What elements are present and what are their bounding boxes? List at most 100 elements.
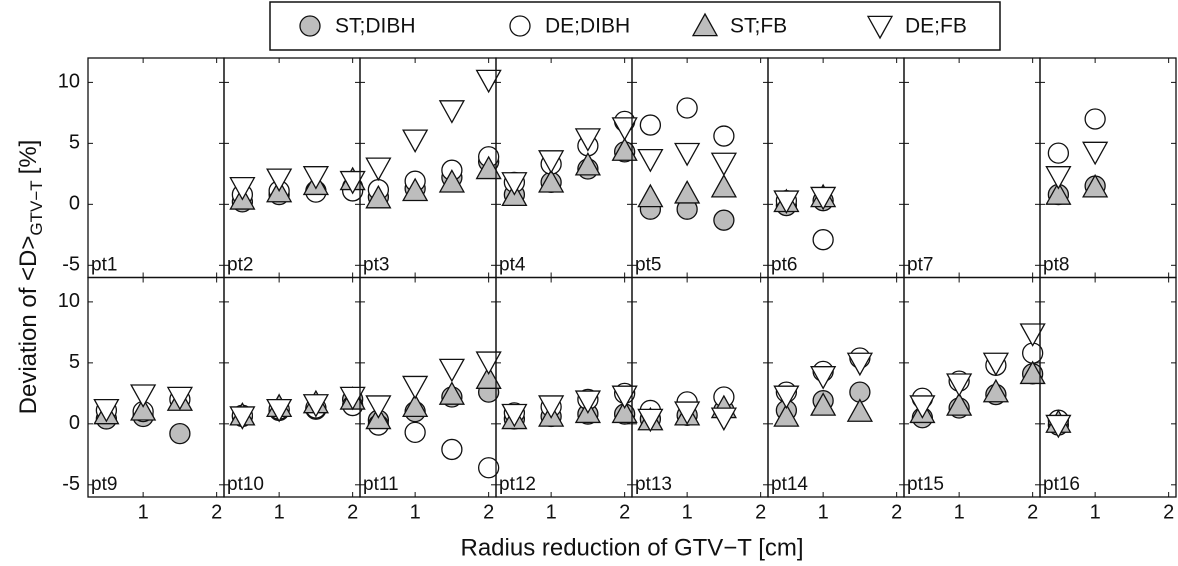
point [538,169,565,193]
panel-label: pt12 [499,474,536,495]
point [438,381,465,405]
point [266,398,293,423]
legend-marker [299,15,321,37]
point [674,180,701,204]
point [1045,414,1072,439]
point [302,166,329,190]
point [674,401,701,425]
panel-frame [903,276,1041,498]
x-tick-label: 1 [138,501,149,523]
x-tick-label: 2 [891,501,902,523]
panel-frame [87,57,225,279]
y-axis-label: Deviation of <D>GTV−T [%] [15,140,46,415]
point [365,395,392,419]
point [637,148,664,173]
panel-label: pt10 [227,474,264,495]
point [637,183,664,208]
point [229,406,256,430]
point [1082,173,1109,198]
point [1019,323,1046,347]
panel-label: pt15 [907,474,944,495]
point [674,142,701,167]
point [946,392,973,416]
x-tick-label: 2 [1027,501,1038,523]
point [501,172,528,196]
point [946,373,973,397]
panel-label: pt13 [635,474,672,495]
x-tick-label: 2 [211,501,222,523]
y-label-sub: GTV−T [27,180,46,235]
point [302,394,329,418]
panel-label: pt5 [635,255,661,276]
x-tick-label: 1 [954,501,965,523]
point [1047,142,1070,164]
point [810,366,837,390]
point [773,403,800,427]
point [130,397,157,421]
panel-frame [223,57,361,279]
x-tick-label: 2 [347,501,358,523]
point [1082,141,1109,166]
y-tick-label: 0 [69,193,80,215]
point [812,229,834,251]
point [773,190,800,215]
point [475,365,502,389]
point [611,385,638,410]
y-tick-label: -5 [62,254,80,276]
point [229,177,256,201]
panel-label: pt8 [1043,255,1069,276]
panel-frame [495,57,633,279]
y-label-unit: [%] [15,140,42,175]
point [713,125,735,147]
y-tick-label: 10 [58,71,80,93]
panel-label: pt6 [771,255,797,276]
point [402,375,429,400]
panel-frame [223,276,361,498]
point [1045,181,1072,205]
point [365,157,392,182]
panel-label: pt1 [91,255,117,276]
y-tick-label: -5 [62,473,80,495]
point [402,393,429,418]
point [538,150,565,174]
point [365,184,392,209]
panel-label: pt2 [227,255,253,276]
point [611,399,638,424]
point [475,155,502,180]
point [639,114,662,136]
legend-marker [866,15,894,40]
point [710,407,737,432]
point [637,408,664,433]
x-tick-label: 1 [410,501,421,523]
panel-label: pt4 [499,255,526,276]
point [574,151,601,176]
point [982,352,1009,377]
point [538,395,565,419]
point [1084,108,1106,130]
point [676,97,698,119]
panel-frame [359,276,497,498]
panel-label: pt7 [907,255,933,276]
point [93,398,120,423]
point [438,100,465,124]
point [404,421,426,444]
point [438,358,465,383]
point [846,398,873,422]
point [169,422,191,445]
panel-label: pt3 [363,255,389,276]
legend-marker [691,12,719,37]
point [846,352,873,377]
y-label-main: Deviation of <D> [15,236,42,415]
point [475,69,502,94]
point [982,378,1009,403]
panel-frame [1039,276,1177,498]
y-tick-label: 5 [69,132,80,154]
panel-label: pt14 [771,474,808,495]
point [710,152,737,177]
point [611,137,638,161]
point [1045,166,1072,190]
point [438,169,465,193]
point [266,168,293,193]
y-tick-label: 5 [69,351,80,373]
